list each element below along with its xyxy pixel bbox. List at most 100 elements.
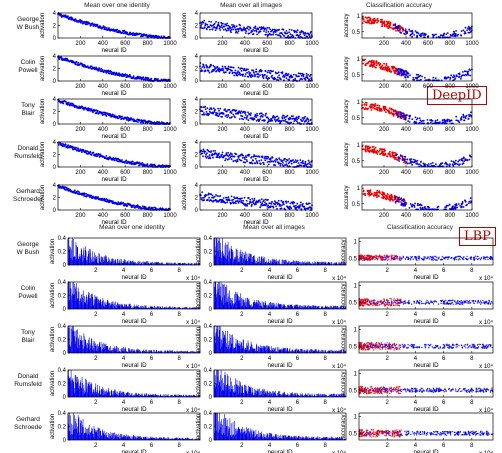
- data-point: [466, 29, 468, 31]
- data-point: [418, 33, 420, 35]
- data-point: [149, 206, 151, 208]
- data-point: [301, 165, 303, 167]
- data-point: [403, 71, 405, 73]
- data-point: [291, 163, 293, 165]
- data-point: [97, 24, 99, 26]
- data-point: [391, 71, 393, 73]
- data-point: [274, 78, 276, 80]
- data-point: [381, 191, 383, 193]
- x-tick-label: 200: [379, 213, 390, 219]
- data-point: [389, 107, 391, 109]
- data-point: [132, 206, 134, 208]
- data-point: [468, 26, 470, 28]
- data-point: [215, 29, 217, 31]
- data-point: [416, 36, 418, 38]
- x-tick-label: 400: [401, 213, 412, 219]
- y-tick-label: 4: [53, 183, 57, 189]
- data-point: [430, 163, 432, 165]
- x-tick-label: 800: [285, 213, 296, 219]
- data-point: [419, 117, 421, 119]
- data-point: [299, 33, 301, 35]
- y-tick-label: 0: [53, 122, 57, 128]
- data-point: [222, 66, 224, 68]
- data-point: [414, 161, 416, 163]
- data-point: [282, 162, 284, 164]
- data-point: [368, 20, 370, 22]
- data-point: [210, 66, 212, 68]
- data-point: [298, 162, 300, 164]
- data-point: [225, 71, 227, 73]
- data-point: [391, 68, 393, 70]
- data-point: [400, 197, 402, 199]
- data-point: [290, 122, 292, 124]
- y-tick-label: 0: [53, 79, 57, 85]
- data-point: [206, 194, 208, 196]
- data-point: [65, 144, 67, 146]
- y-axis-label: activation: [40, 13, 46, 38]
- data-point: [393, 115, 395, 117]
- data-point: [254, 30, 256, 32]
- data-point: [298, 116, 300, 118]
- data-point: [396, 112, 398, 114]
- data-point: [403, 198, 405, 200]
- data-point: [451, 119, 453, 121]
- data-point: [462, 114, 464, 116]
- data-point: [390, 22, 392, 24]
- data-point: [404, 33, 406, 35]
- data-point: [232, 29, 234, 31]
- x-tick-label: 800: [445, 213, 456, 219]
- data-point: [296, 203, 298, 205]
- data-point: [290, 33, 292, 35]
- data-point: [293, 202, 295, 204]
- data-point: [418, 256, 419, 257]
- data-point: [286, 30, 288, 32]
- data-point: [241, 160, 243, 162]
- x-tick-label: 800: [143, 213, 154, 219]
- data-point: [255, 203, 257, 205]
- data-point: [284, 76, 286, 78]
- data-point: [387, 155, 389, 157]
- data-point: [234, 117, 236, 119]
- data-point: [374, 149, 376, 151]
- data-point: [271, 120, 273, 122]
- data-point: [398, 111, 400, 113]
- data-point: [404, 156, 406, 158]
- data-point: [401, 200, 403, 202]
- data-point: [208, 151, 210, 153]
- lbp-col-title-3: Classification accuracy: [387, 224, 453, 231]
- data-point: [229, 154, 231, 156]
- plot-marks: [199, 191, 313, 211]
- data-point: [227, 152, 229, 154]
- data-point: [384, 110, 386, 112]
- data-point: [301, 78, 303, 80]
- data-point: [375, 152, 377, 154]
- data-point: [448, 119, 450, 121]
- x-tick-label: 400: [401, 84, 412, 90]
- data-point: [405, 70, 407, 72]
- data-point: [248, 154, 250, 156]
- data-point: [459, 259, 460, 260]
- x-tick-label: 400: [401, 127, 412, 133]
- data-point: [258, 120, 260, 122]
- y-axis-label: activation: [40, 142, 46, 167]
- data-point: [424, 77, 426, 79]
- data-point: [411, 164, 413, 166]
- data-point: [255, 116, 257, 118]
- data-point: [424, 33, 426, 35]
- data-point: [83, 109, 85, 111]
- data-point: [305, 79, 307, 81]
- data-point: [203, 20, 205, 22]
- data-point: [283, 74, 285, 76]
- data-point: [235, 70, 237, 72]
- plot-marks: [199, 106, 313, 125]
- y-tick-label: 4: [53, 140, 57, 146]
- data-point: [246, 200, 248, 202]
- data-point: [213, 107, 215, 109]
- data-point: [218, 110, 220, 112]
- data-point: [376, 194, 378, 196]
- data-point: [398, 157, 400, 159]
- data-point: [464, 70, 466, 72]
- data-point: [365, 105, 367, 107]
- data-point: [226, 25, 228, 27]
- data-point: [212, 195, 214, 197]
